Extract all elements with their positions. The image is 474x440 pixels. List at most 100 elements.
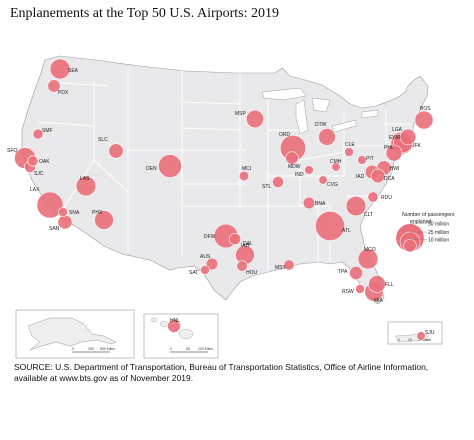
airport-bubble-hnl bbox=[167, 319, 181, 333]
legend-label-2: 10 million bbox=[428, 237, 449, 243]
airport-label-tpa: TPA bbox=[338, 269, 348, 275]
airport-bubble-den bbox=[158, 154, 182, 178]
airport-bubble-sju bbox=[416, 331, 426, 341]
airport-label-msy: MSY bbox=[275, 265, 287, 271]
airport-label-phx: PHX bbox=[92, 210, 103, 216]
airport-label-mco: MCO bbox=[364, 247, 376, 253]
size-legend: Number of passengers enplaned 50 million… bbox=[395, 212, 455, 253]
great-lakes bbox=[261, 87, 379, 135]
airport-label-mia: MIA bbox=[374, 298, 384, 304]
airport-label-rdu: RDU bbox=[381, 195, 392, 201]
airport-label-clt: CLT bbox=[364, 212, 373, 218]
airport-label-dal: DAL bbox=[243, 241, 253, 247]
airport-bubble-san bbox=[57, 214, 73, 230]
airport-bubble-cvg bbox=[318, 175, 328, 185]
airport-bubble-sea bbox=[49, 58, 71, 80]
airport-bubble-bna bbox=[302, 196, 316, 210]
legend-label-1: 25 million bbox=[428, 230, 449, 236]
airport-bubble-dtw bbox=[318, 128, 336, 146]
airport-bubble-mdw bbox=[285, 151, 299, 165]
airport-label-bos: BOS bbox=[420, 106, 431, 112]
airport-bubble-pdx bbox=[47, 79, 61, 93]
airport-label-sea: SEA bbox=[68, 68, 79, 74]
airport-bubble-rsw bbox=[355, 284, 365, 294]
airport-bubble-ind bbox=[304, 165, 314, 175]
airport-bubble-bos bbox=[414, 110, 434, 130]
airport-label-phl: PHL bbox=[384, 145, 394, 151]
airport-label-lga: LGA bbox=[392, 127, 403, 133]
hawaii-inset: 0 50 100 Miles bbox=[143, 313, 219, 359]
airport-bubble-fll bbox=[368, 275, 386, 293]
airport-label-las: LAS bbox=[80, 176, 90, 182]
airport-label-msp: MSP bbox=[235, 111, 247, 117]
airport-label-sat: SAT bbox=[189, 270, 198, 276]
airport-label-sfo: SFO bbox=[7, 148, 17, 154]
airport-label-san: SAN bbox=[49, 226, 60, 232]
airport-bubble-rdu bbox=[367, 191, 379, 203]
airport-label-cle: CLE bbox=[345, 142, 355, 148]
airport-bubble-dal bbox=[228, 232, 242, 246]
airport-bubble-stl bbox=[272, 176, 284, 188]
airport-label-bna: BNA bbox=[315, 201, 326, 207]
svg-text:50 Miles: 50 Miles bbox=[418, 338, 431, 342]
airport-label-iah: IAH bbox=[241, 243, 250, 249]
legend-title-line1: Number of passengers bbox=[402, 212, 455, 218]
airport-label-ewr: EWR bbox=[389, 135, 401, 141]
airport-label-dfw: DFW bbox=[204, 234, 216, 240]
svg-text:500 Miles: 500 Miles bbox=[100, 347, 115, 351]
airport-label-pdx: PDX bbox=[58, 90, 69, 96]
airport-bubble-lax bbox=[36, 191, 64, 219]
airport-bubble-smf bbox=[32, 128, 44, 140]
airport-label-aus: AUS bbox=[200, 254, 211, 260]
airport-label-mci: MCI bbox=[242, 166, 251, 172]
map-geography: 0 250 500 Miles 0 50 100 Miles 0 25 50 M… bbox=[15, 55, 443, 359]
airport-label-lax: LAX bbox=[30, 187, 40, 193]
airport-bubble-phx bbox=[94, 210, 114, 230]
airport-label-hou: HOU bbox=[246, 270, 258, 276]
airport-bubble-clt bbox=[345, 195, 367, 217]
airport-label-pit: PIT bbox=[366, 156, 374, 162]
svg-text:25: 25 bbox=[408, 338, 412, 342]
contiguous-us-land bbox=[21, 55, 429, 305]
airport-bubble-cle bbox=[344, 147, 354, 157]
airport-label-ord: ORD bbox=[279, 132, 291, 138]
airport-label-sju: SJU bbox=[425, 330, 435, 336]
airport-label-sjc: SJC bbox=[34, 171, 44, 177]
airport-bubble-mco bbox=[357, 248, 379, 270]
airport-label-fll: FLL bbox=[385, 282, 394, 288]
airport-label-cmh: CMH bbox=[330, 159, 342, 165]
source-note: SOURCE: U.S. Department of Transportatio… bbox=[14, 362, 429, 383]
airport-label-dtw: DTW bbox=[315, 122, 327, 128]
alaska-inset: 0 250 500 Miles bbox=[15, 309, 135, 359]
airport-bubble-atl bbox=[315, 211, 345, 241]
airport-label-mdw: MDW bbox=[288, 164, 301, 170]
airport-label-sna: SNA bbox=[69, 210, 80, 216]
airport-bubble-tpa bbox=[349, 266, 363, 280]
airport-label-den: DEN bbox=[146, 166, 157, 172]
airport-label-ind: IND bbox=[295, 172, 304, 178]
airport-label-stl: STL bbox=[262, 184, 271, 190]
airport-labels: SEA PDX SMF SFO OAK SJC LAX SNA SAN LAS PHX SLC DEN M… bbox=[7, 68, 435, 336]
svg-text:250: 250 bbox=[88, 347, 94, 351]
svg-text:0: 0 bbox=[170, 347, 172, 351]
airport-label-iad: IAD bbox=[356, 174, 365, 180]
map-title: Enplanements at the Top 50 U.S. Airports… bbox=[10, 6, 280, 21]
airport-label-cvg: CVG bbox=[327, 182, 338, 188]
airport-bubble-aus bbox=[205, 257, 219, 271]
airport-bubble-oak bbox=[27, 155, 39, 167]
legend-circle-2 bbox=[403, 239, 417, 253]
airport-bubble-mci bbox=[238, 170, 250, 182]
legend-label-0: 50 million bbox=[428, 222, 449, 228]
svg-text:50: 50 bbox=[186, 347, 190, 351]
airport-bubble-sat bbox=[200, 265, 210, 275]
airport-bubble-slc bbox=[108, 143, 124, 159]
airport-bubbles bbox=[14, 58, 434, 341]
svg-text:0: 0 bbox=[398, 338, 400, 342]
airport-label-oak: OAK bbox=[39, 159, 50, 165]
airport-label-slc: SLC bbox=[98, 137, 108, 143]
legend-title-line2: enplaned bbox=[410, 219, 431, 225]
airport-bubble-cmh bbox=[331, 162, 341, 172]
airport-label-hnl: HNL bbox=[170, 318, 180, 324]
airport-bubble-lga bbox=[399, 128, 417, 146]
